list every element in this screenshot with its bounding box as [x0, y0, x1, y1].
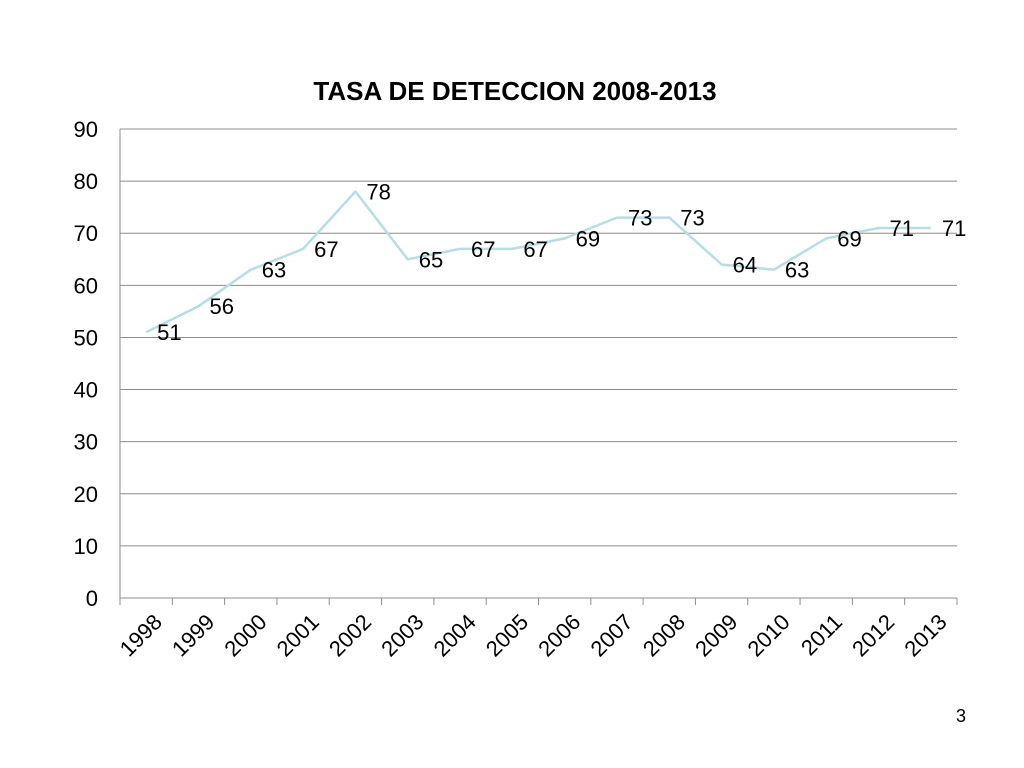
y-tick-label: 40 — [74, 378, 98, 403]
data-labels: 51 56 63 67 78 65 67 67 69 73 73 64 63 69 71 71 — [157, 180, 966, 346]
x-tick-label: 2008 — [638, 609, 690, 661]
data-label: 51 — [157, 320, 181, 345]
data-label: 64 — [733, 252, 757, 277]
page-number: 3 — [955, 706, 966, 726]
data-label: 73 — [628, 206, 652, 231]
x-tick-label: 1998 — [115, 609, 167, 661]
chart-title: TASA DE DETECCION 2008-2013 — [313, 76, 716, 106]
x-tick-label: 2007 — [586, 609, 638, 661]
x-tick-labels: 1998 1999 2000 2001 2002 2003 2004 2005 2006 2007… — [115, 609, 952, 661]
x-tick-label: 2002 — [324, 609, 376, 661]
axes — [119, 129, 958, 605]
x-tick-label: 2003 — [376, 609, 428, 661]
y-tick-label: 10 — [74, 534, 98, 559]
gridlines — [120, 128, 957, 547]
data-label: 67 — [523, 237, 547, 262]
x-tick-label: 1999 — [167, 609, 219, 661]
x-tick-label: 2012 — [847, 609, 899, 661]
data-label: 65 — [419, 247, 443, 272]
data-label: 78 — [366, 180, 390, 205]
data-label: 56 — [209, 294, 233, 319]
x-tick-label: 2001 — [272, 609, 324, 661]
y-tick-label: 90 — [74, 117, 98, 142]
data-label: 73 — [680, 206, 704, 231]
y-tick-label: 50 — [74, 325, 98, 350]
y-tick-label: 20 — [74, 482, 98, 507]
data-label: 69 — [837, 226, 861, 251]
y-tick-label: 30 — [74, 430, 98, 455]
y-tick-labels: 0 10 20 30 40 50 60 70 80 90 — [74, 117, 98, 611]
y-tick-label: 0 — [86, 586, 98, 611]
x-tick-label: 2011 — [796, 609, 847, 660]
x-tick-label: 2004 — [429, 609, 481, 661]
y-tick-label: 80 — [74, 169, 98, 194]
series-line — [145, 190, 931, 334]
data-label: 71 — [942, 216, 966, 241]
data-label: 67 — [314, 237, 338, 262]
x-tick-label: 2010 — [742, 609, 794, 661]
data-label: 63 — [262, 258, 286, 283]
series-line-group — [145, 190, 931, 334]
x-tick-label: 2013 — [899, 609, 951, 661]
x-tick-label: 2009 — [690, 609, 742, 661]
x-tick-label: 2005 — [481, 609, 533, 661]
data-label: 71 — [890, 216, 914, 241]
y-tick-label: 70 — [74, 221, 98, 246]
data-label: 63 — [785, 258, 809, 283]
data-label: 67 — [471, 237, 495, 262]
data-label: 69 — [576, 226, 600, 251]
x-tick-label: 2006 — [533, 609, 585, 661]
x-tick-label: 2000 — [219, 609, 271, 661]
y-tick-label: 60 — [74, 273, 98, 298]
